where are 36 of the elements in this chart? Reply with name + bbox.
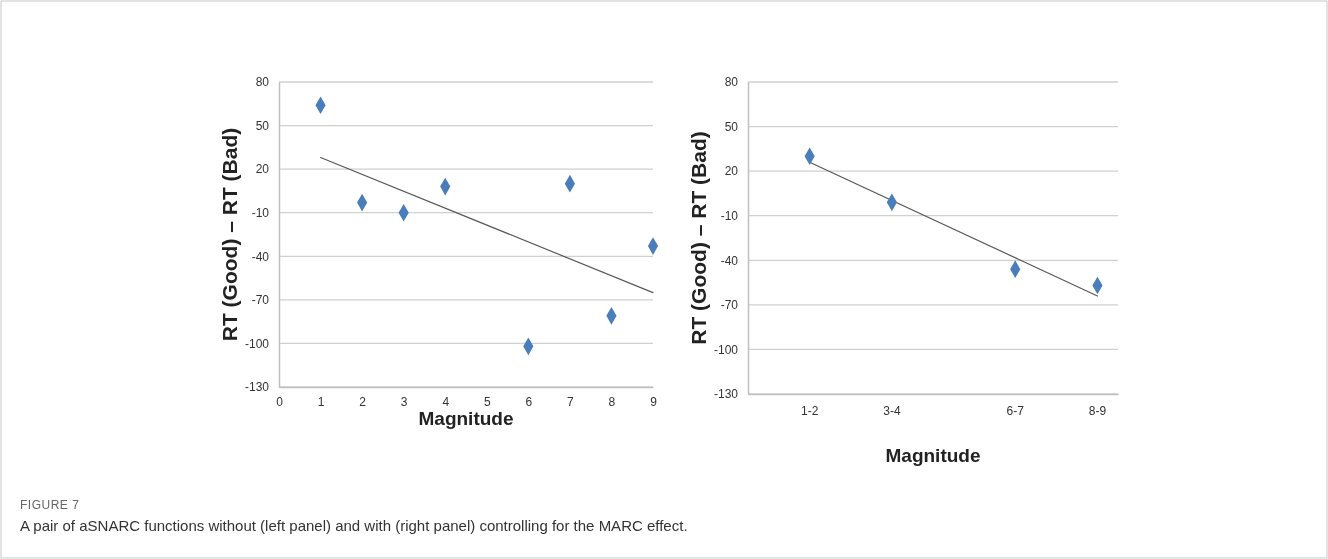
x-tick-label: 6 bbox=[525, 394, 533, 409]
x-tick-label: 7 bbox=[567, 394, 575, 409]
x-tick-label: 2 bbox=[359, 394, 367, 409]
x-tick-label: 8-9 bbox=[1088, 403, 1107, 418]
x-tick-label: 4 bbox=[442, 394, 450, 409]
x-tick-label: 3 bbox=[400, 394, 408, 409]
y-tick-label: 80 bbox=[255, 75, 270, 90]
y-tick-label: 20 bbox=[255, 162, 270, 177]
y-tick-label: -100 bbox=[244, 336, 270, 351]
y-tick-label: -40 bbox=[251, 249, 270, 264]
y-tick-label: -70 bbox=[720, 298, 739, 313]
y-tick-label: 50 bbox=[724, 119, 739, 134]
x-tick-label: 1-2 bbox=[800, 403, 819, 418]
y-tick-label: -40 bbox=[720, 253, 739, 268]
x-tick-label: 3-4 bbox=[883, 403, 901, 418]
y-tick-label: 50 bbox=[255, 118, 270, 133]
y-axis-title: RT (Good) – RT (Bad) bbox=[687, 131, 710, 345]
x-axis-title: Magnitude bbox=[885, 445, 981, 466]
caption: FIGURE 7 bbox=[20, 498, 80, 512]
x-tick-label: 8 bbox=[608, 394, 616, 409]
x-tick-label: 1 bbox=[317, 394, 325, 409]
x-tick-label: 6-7 bbox=[1006, 403, 1025, 418]
y-axis-title: RT (Good) – RT (Bad) bbox=[218, 127, 241, 342]
y-tick-label: -130 bbox=[244, 380, 270, 395]
y-tick-label: 80 bbox=[724, 75, 739, 90]
x-tick-label: 0 bbox=[276, 394, 284, 409]
y-tick-label: 20 bbox=[724, 164, 739, 179]
y-tick-label: -70 bbox=[251, 293, 270, 308]
x-tick-label: 5 bbox=[483, 394, 491, 409]
y-tick-label: -10 bbox=[720, 209, 739, 224]
y-tick-label: -100 bbox=[713, 342, 739, 357]
text: A pair of aSNARC functions without (left panel) and with (right panel) controlling for the MARC effect. bbox=[20, 517, 688, 534]
x-axis-title: Magnitude bbox=[418, 408, 514, 429]
y-tick-label: -10 bbox=[251, 206, 270, 221]
y-tick-label: -130 bbox=[713, 387, 739, 402]
x-tick-label: 9 bbox=[650, 394, 658, 409]
